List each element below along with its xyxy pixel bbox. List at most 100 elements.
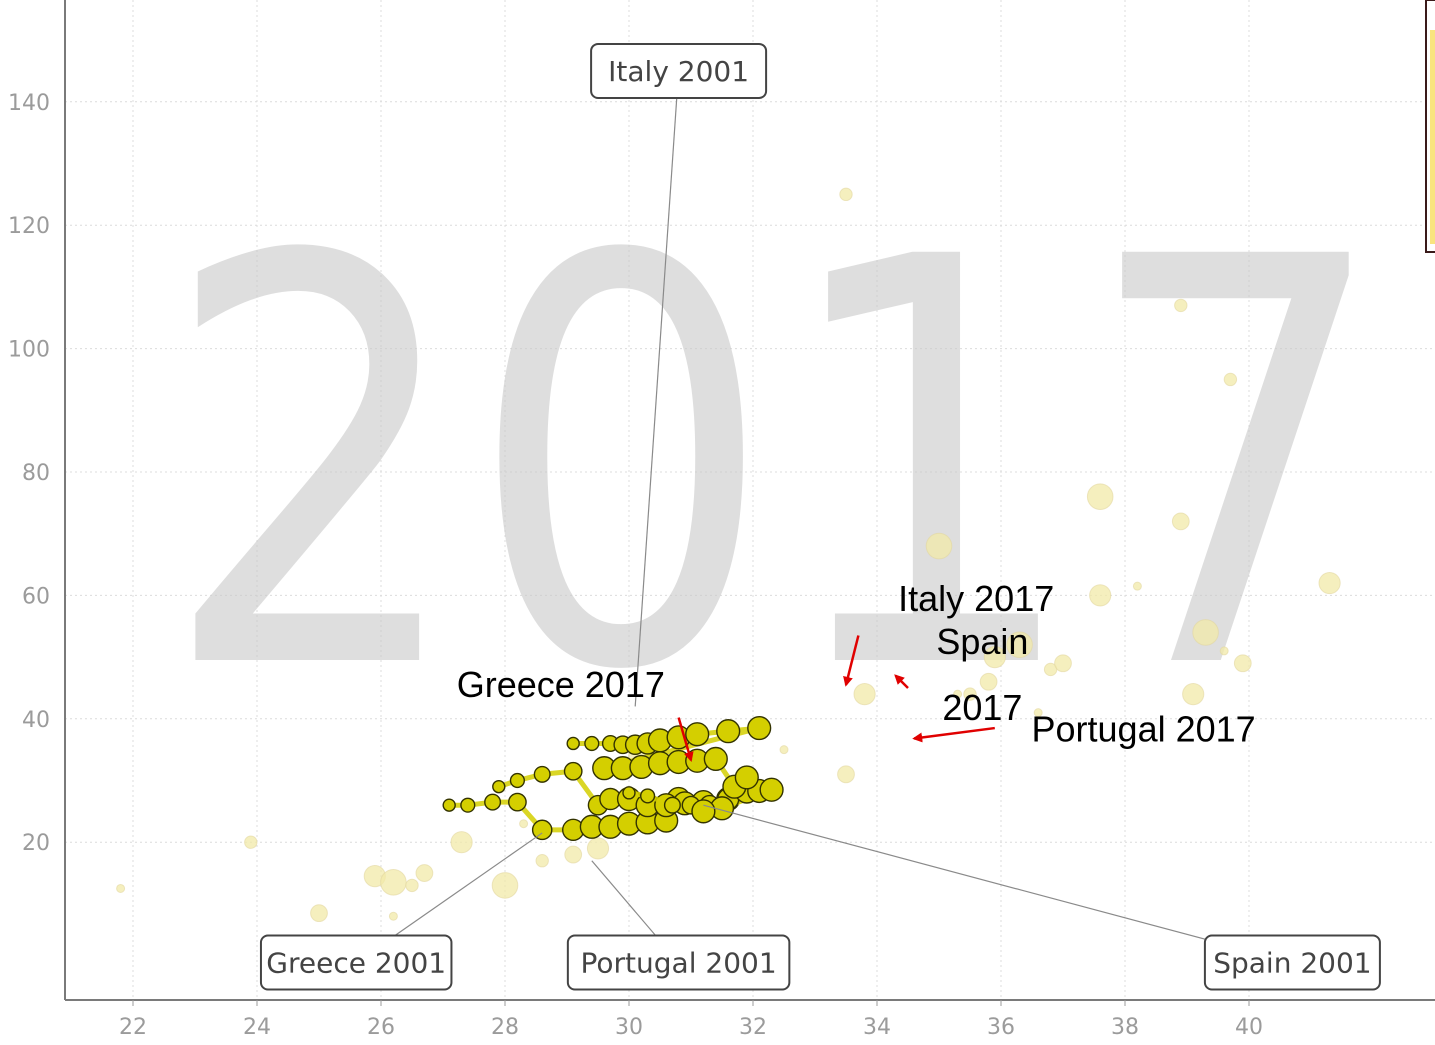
background-bubble xyxy=(1033,708,1043,718)
grid-layer xyxy=(65,0,1435,1000)
series-point xyxy=(639,788,656,804)
background-bubble xyxy=(925,532,953,560)
series-point xyxy=(663,796,681,814)
annotation-label: Greece 2017 xyxy=(457,664,665,705)
leader-line xyxy=(634,70,680,707)
y-tick-label: 80 xyxy=(22,461,50,486)
background-bubble xyxy=(779,745,789,755)
annotation-arrow xyxy=(894,674,909,689)
series-point xyxy=(685,722,710,747)
x-tick-label: 28 xyxy=(491,1015,519,1040)
y-tick-label: 20 xyxy=(22,831,50,856)
annotation-arrow xyxy=(677,717,694,763)
series-point xyxy=(759,777,784,802)
background-bubble xyxy=(1006,631,1033,659)
background-bubble xyxy=(853,683,876,706)
series-point xyxy=(492,779,506,794)
series-greece xyxy=(442,786,691,842)
year-watermark: 2017 xyxy=(160,141,1390,793)
annotation-label: Spain xyxy=(936,621,1028,662)
background-bubble xyxy=(1132,581,1142,591)
y-tick-label: 120 xyxy=(8,214,50,239)
box-label-text: Spain 2001 xyxy=(1213,947,1371,980)
background-bubble xyxy=(963,687,977,701)
series-point xyxy=(442,798,456,812)
background-bubble xyxy=(415,864,434,882)
x-tick-label: 22 xyxy=(119,1015,147,1040)
box-label-frame xyxy=(259,934,453,991)
background-bubble xyxy=(380,869,407,896)
x-tick-label: 30 xyxy=(615,1015,643,1040)
series-italy xyxy=(566,715,772,799)
background-bubble xyxy=(983,646,1006,669)
y-tick-label: 40 xyxy=(22,708,50,733)
series-point xyxy=(716,719,741,744)
box-label-frame xyxy=(1203,934,1381,991)
series-point xyxy=(563,761,583,781)
x-tick-label: 38 xyxy=(1111,1015,1139,1040)
series-point xyxy=(622,786,636,800)
background-bubble xyxy=(450,831,473,854)
background-bubble xyxy=(839,187,853,202)
y-tick-label: 100 xyxy=(8,338,50,363)
background-bubble xyxy=(310,904,328,923)
series-point xyxy=(703,746,728,772)
series-point xyxy=(509,772,526,789)
background-bubble xyxy=(1223,372,1238,387)
box-labels: Italy 2001 Greece 2001 Portugal 2001 Spain … xyxy=(259,42,1381,991)
box-label-group: Greece 2001 xyxy=(259,934,453,991)
box-label-text: Italy 2001 xyxy=(608,55,749,88)
series-point xyxy=(484,793,502,811)
background-bubble xyxy=(1086,483,1114,510)
background-bubble xyxy=(1182,683,1205,706)
series-point xyxy=(734,765,759,790)
y-tick-label: 60 xyxy=(22,584,50,609)
axis-layer: 22 24 26 28 30 32 34 36 38 40 20 40 60 80 100 120 140 xyxy=(8,0,1435,1040)
background-bubble xyxy=(535,854,549,868)
background-bubble xyxy=(405,878,419,893)
background-bubble xyxy=(953,689,963,699)
series-point xyxy=(531,819,553,841)
background-bubble xyxy=(1089,584,1112,607)
annotation-arrow xyxy=(912,726,995,743)
background-bubble xyxy=(1174,298,1188,313)
background-bubble xyxy=(1233,654,1252,673)
background-bubbles xyxy=(116,187,1341,923)
background-bubble xyxy=(979,672,998,691)
y-tick-label: 140 xyxy=(8,91,50,116)
series-layer xyxy=(442,715,784,842)
background-bubble xyxy=(1318,571,1341,595)
background-bubble xyxy=(564,845,583,864)
box-label-frame xyxy=(566,934,791,991)
series-point xyxy=(533,765,551,783)
annotation-label: Portugal 2017 xyxy=(1032,709,1256,750)
series-point xyxy=(747,715,772,741)
x-tick-label: 24 xyxy=(243,1015,271,1040)
series-point xyxy=(460,797,476,813)
box-label-frame xyxy=(590,42,768,99)
annotation-arrow xyxy=(843,635,860,687)
background-bubble xyxy=(388,911,398,921)
series-point xyxy=(566,736,580,751)
box-label-text: Greece 2001 xyxy=(266,947,446,980)
leader-line xyxy=(703,804,1293,964)
x-tick-label: 32 xyxy=(739,1015,767,1040)
background-bubble xyxy=(1171,512,1190,531)
annotation-label: Italy 2017 xyxy=(898,578,1054,619)
series-point xyxy=(584,735,600,752)
background-bubble xyxy=(491,872,519,899)
background-bubble xyxy=(116,883,126,893)
box-label-group: Spain 2001 xyxy=(1203,934,1381,991)
box-label-group: Portugal 2001 xyxy=(566,934,791,991)
box-label-text: Portugal 2001 xyxy=(581,947,777,980)
background-bubble xyxy=(586,837,610,860)
background-bubble xyxy=(519,819,529,829)
legend-panel-fill xyxy=(1430,30,1435,244)
background-bubble xyxy=(837,765,855,784)
series-point xyxy=(691,799,716,824)
legend-panel-fragment xyxy=(1425,0,1435,253)
x-tick-label: 26 xyxy=(367,1015,395,1040)
